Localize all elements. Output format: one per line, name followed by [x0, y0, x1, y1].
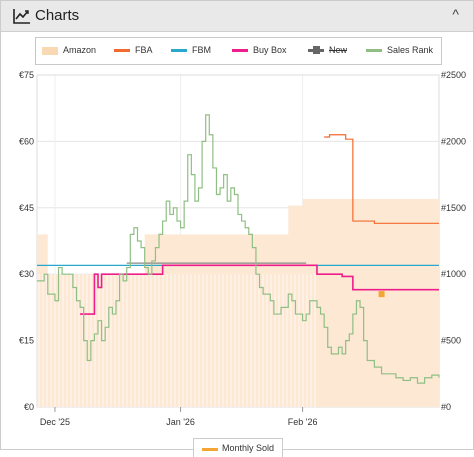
y-left-tick-label: €75: [19, 70, 34, 80]
y-right-tick-label: #2500: [441, 70, 466, 80]
x-tick-label: Dec '25: [40, 417, 70, 427]
legend-label: Buy Box: [253, 45, 287, 55]
legend-label: Monthly Sold: [222, 443, 275, 453]
y-right-tick-label: #1000: [441, 269, 466, 279]
legend-item-monthly-sold[interactable]: Monthly Sold: [193, 438, 283, 457]
series-fba: [324, 134, 439, 224]
legend-label: FBA: [135, 45, 153, 55]
series-sales-rank: [37, 114, 440, 384]
legend-label: Sales Rank: [387, 45, 434, 55]
chart-legend: Amazon FBA FBM Buy Box New Sales Rank: [35, 37, 442, 65]
legend-label: New: [329, 45, 348, 55]
line-chart-icon: [13, 9, 30, 24]
legend-swatch: [366, 49, 382, 52]
y-right-tick-label: #1500: [441, 203, 466, 213]
legend-swatch: [114, 49, 130, 52]
charts-header[interactable]: Charts ^: [1, 1, 473, 32]
y-left-tick-label: €15: [19, 336, 34, 346]
x-tick-label: Jan '26: [166, 417, 195, 427]
legend-swatch: [171, 49, 187, 52]
price-history-chart[interactable]: €0 €15 €30 €45 €60 €75 #0 #500 #1000 #1500 #2000 #2…: [1, 65, 473, 437]
x-tick-label: Feb '26: [288, 417, 318, 427]
page-title: Charts: [35, 7, 80, 24]
y-right-tick-label: #500: [441, 336, 461, 346]
y-left-tick-label: €60: [19, 136, 34, 146]
collapse-chevron-icon[interactable]: ^: [452, 6, 459, 22]
amazon-area: [37, 198, 439, 407]
monthly-sold-marker: [378, 291, 385, 298]
y-left-tick-label: €45: [19, 203, 34, 213]
y-left-tick-label: €0: [24, 402, 34, 412]
legend-label: Amazon: [63, 45, 97, 55]
legend-label: FBM: [192, 45, 211, 55]
y-right-tick-label: #0: [441, 402, 451, 412]
legend-marker-square: [313, 46, 320, 54]
y-right-tick-label: #2000: [441, 136, 466, 146]
series-buy-box: [80, 264, 439, 315]
legend-swatch: [232, 49, 248, 52]
legend-swatch: [42, 47, 58, 55]
y-left-tick-label: €30: [19, 269, 34, 279]
